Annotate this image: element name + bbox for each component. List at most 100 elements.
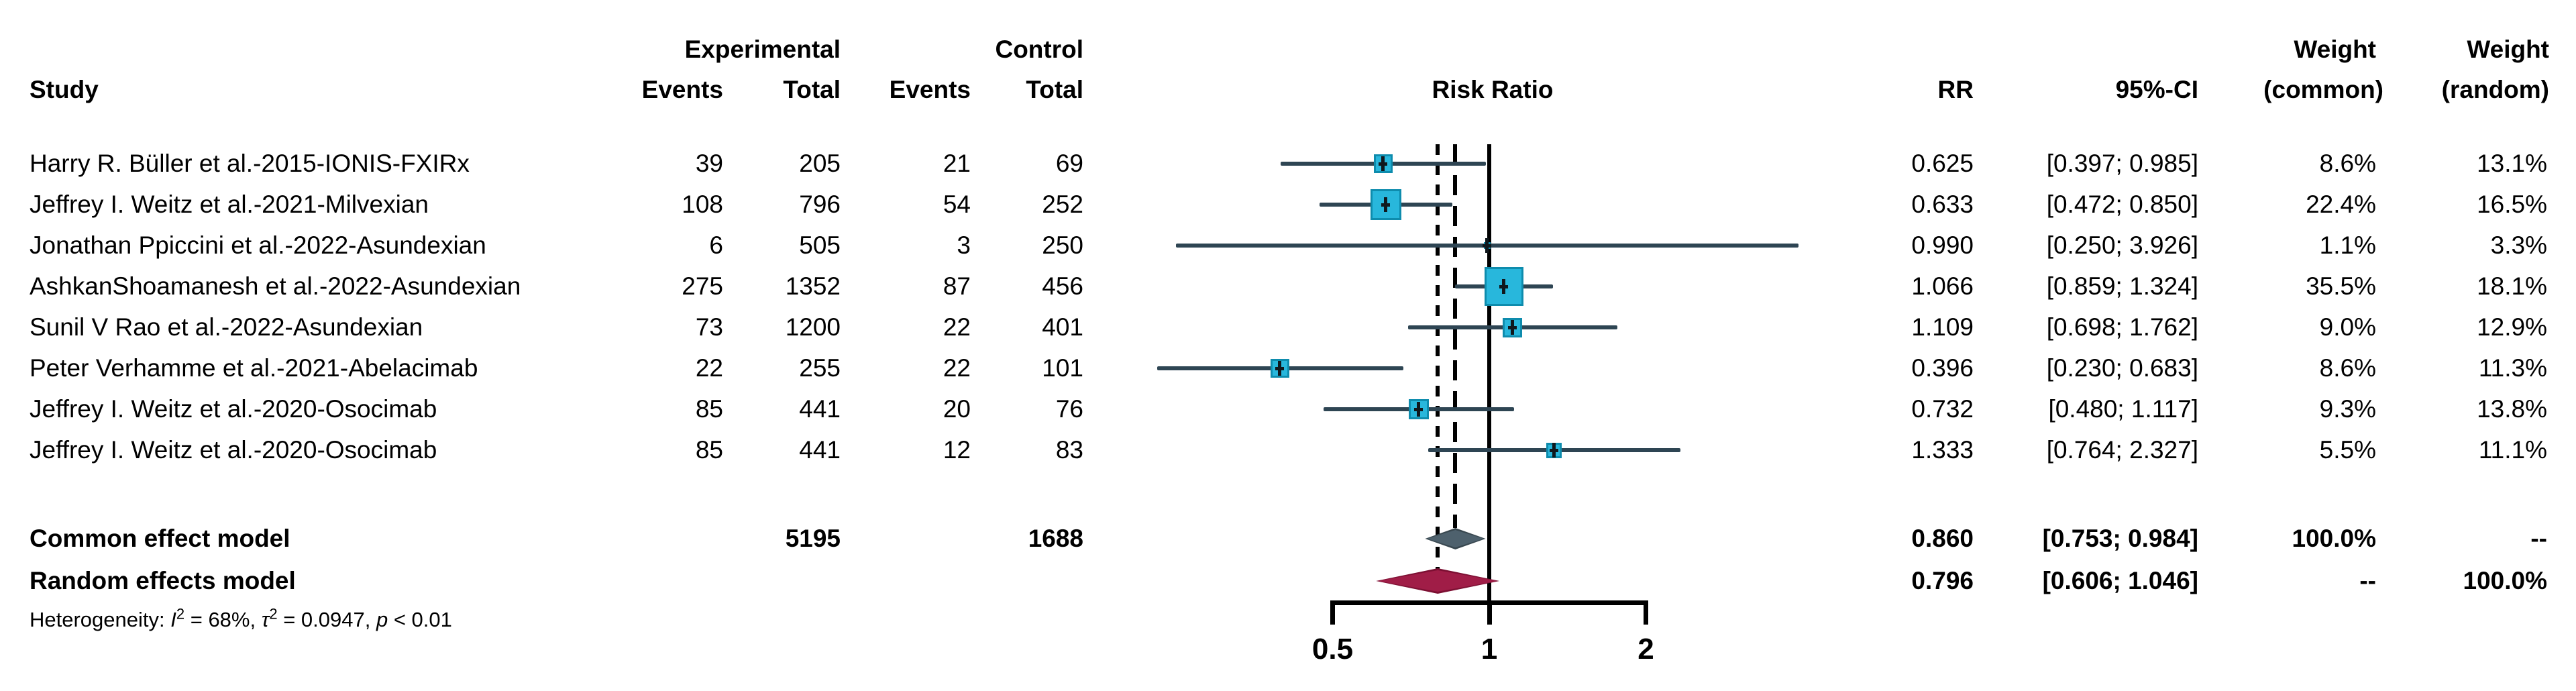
het-tau-sup: 2 [269,605,278,623]
rr-value: 0.625 [1911,150,1974,177]
col-header-events-ctrl: Events [889,76,971,103]
point-estimate-marker-cross [1550,448,1559,452]
study-name: Jonathan Ppiccini et al.-2022-Asundexian [30,231,486,259]
events-exp-value: 22 [695,354,723,382]
weight-random-value: 3.3% [2490,231,2547,259]
point-estimate-marker-cross [1508,325,1517,329]
events-ctrl-value: 22 [943,313,971,341]
weight-random-value: 13.8% [2477,395,2547,423]
events-ctrl-value: 20 [943,395,971,423]
total-exp-value: 1200 [785,313,841,341]
random-effect-diamond [1376,568,1500,594]
model-label: Common effect model [30,525,290,552]
rr-value: 1.109 [1911,313,1974,341]
weight-common-value: 22.4% [2306,191,2376,218]
total-exp-value: 441 [799,436,841,464]
events-exp-value: 39 [695,150,723,177]
rr-value: 0.732 [1911,395,1974,423]
study-name: AshkanShoamanesh et al.-2022-Asundexian [30,272,521,300]
weight-common-value: 9.3% [2319,395,2376,423]
model-weight-random: 100.0% [2463,567,2548,594]
model-weight-common: 100.0% [2292,525,2377,552]
point-estimate-marker-cross [1483,244,1492,248]
ci-value: [0.859; 1.324] [2046,272,2198,300]
events-exp-value: 73 [695,313,723,341]
col-header-events-exp: Events [641,76,723,103]
events-exp-value: 108 [682,191,723,218]
rr-value: 1.333 [1911,436,1974,464]
weight-common-value: 8.6% [2319,354,2376,382]
weight-common-value: 35.5% [2306,272,2376,300]
events-ctrl-value: 3 [957,231,971,259]
random-effect-dotted-line [1436,144,1440,570]
total-exp-value: 505 [799,231,841,259]
total-ctrl-value: 252 [1042,191,1083,218]
col-header-weight-random-2: (random) [2441,76,2549,103]
ci-value: [0.230; 0.683] [2046,354,2198,382]
study-name: Peter Verhamme et al.-2021-Abelacimab [30,354,478,382]
het-tau: τ [261,608,270,631]
model-total-ctrl: 1688 [1028,525,1083,552]
total-ctrl-value: 69 [1055,150,1083,177]
weight-random-value: 11.1% [2478,436,2547,464]
ci-value: [0.698; 1.762] [2046,313,2198,341]
study-name: Sunil V Rao et al.-2022-Asundexian [30,313,423,341]
events-ctrl-value: 54 [943,191,971,218]
col-header-total-ctrl: Total [1026,76,1083,103]
diamond-fill [1427,530,1484,547]
total-ctrl-value: 101 [1042,354,1083,382]
study-name: Jeffrey I. Weitz et al.-2020-Osocimab [30,395,437,423]
total-exp-value: 255 [799,354,841,382]
weight-common-value: 8.6% [2319,150,2376,177]
diamond-fill [1378,570,1498,592]
x-axis-tick-label: 2 [1638,633,1654,666]
weight-common-value: 1.1% [2319,231,2376,259]
het-p: p [376,608,388,631]
col-header-control: Control [995,36,1083,63]
total-ctrl-value: 76 [1055,395,1083,423]
events-ctrl-value: 21 [943,150,971,177]
het-i-val: = 68%, [184,608,262,631]
x-axis-tick [1644,600,1648,625]
weight-random-value: 18.1% [2477,272,2547,300]
total-exp-value: 205 [799,150,841,177]
ci-value: [0.472; 0.850] [2046,191,2198,218]
study-name: Jeffrey I. Weitz et al.-2021-Milvexian [30,191,429,218]
het-i-sup: 2 [176,605,185,623]
ci-value: [0.480; 1.117] [2048,395,2198,423]
col-header-ci: 95%-CI [2115,76,2198,103]
null-effect-line [1487,144,1491,600]
x-axis-tick [1330,600,1335,625]
plot-title: Risk Ratio [1432,76,1554,103]
study-name: Jeffrey I. Weitz et al.-2020-Osocimab [30,436,437,464]
model-weight-random: -- [2530,525,2547,552]
model-ci-value: [0.606; 1.046] [2042,567,2198,594]
total-exp-value: 1352 [785,272,841,300]
point-estimate-marker-cross [1414,407,1424,411]
model-weight-common: -- [2359,567,2376,594]
col-header-study: Study [30,76,99,103]
events-exp-value: 85 [695,436,723,464]
total-exp-value: 441 [799,395,841,423]
col-header-rr: RR [1937,76,1974,103]
x-axis-tick [1487,600,1492,625]
ci-value: [0.250; 3.926] [2046,231,2198,259]
weight-common-value: 5.5% [2319,436,2376,464]
weight-random-value: 13.1% [2477,150,2547,177]
col-header-weight-common-1: Weight [2294,36,2376,63]
total-ctrl-value: 401 [1042,313,1083,341]
model-rr-value: 0.860 [1911,525,1974,552]
total-ctrl-value: 83 [1055,436,1083,464]
model-total-exp: 5195 [785,525,841,552]
study-name: Harry R. Büller et al.-2015-IONIS-FXIRx [30,150,470,177]
point-estimate-marker-cross [1275,366,1285,370]
ci-value: [0.764; 2.327] [2046,436,2198,464]
total-ctrl-value: 456 [1042,272,1083,300]
model-rr-value: 0.796 [1911,567,1974,594]
ci-value: [0.397; 0.985] [2046,150,2198,177]
rr-value: 0.633 [1911,191,1974,218]
col-header-weight-common-2: (common) [2263,76,2383,103]
rr-value: 0.990 [1911,231,1974,259]
col-header-total-exp: Total [783,76,841,103]
events-ctrl-value: 22 [943,354,971,382]
